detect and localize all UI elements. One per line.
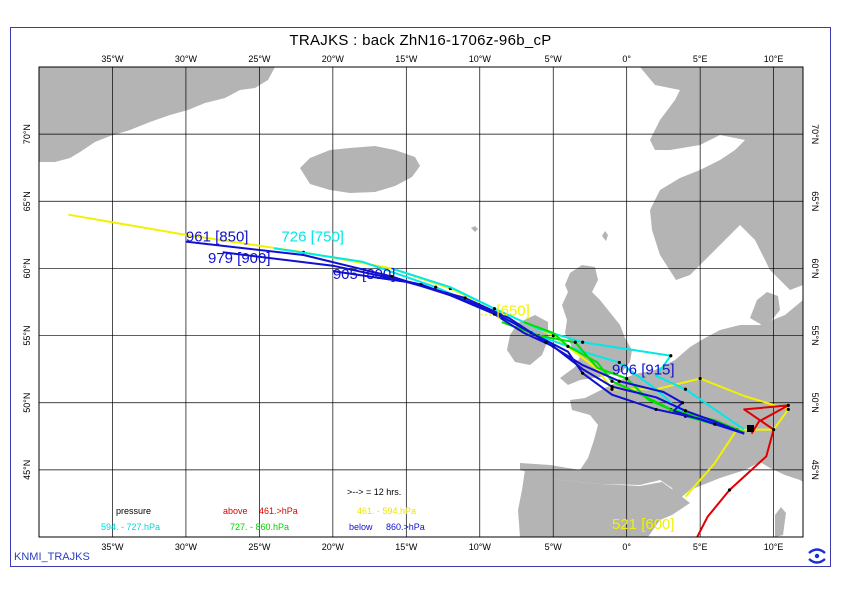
- axis-tick-labels: 35°W 35°W 30°W 30°W 25°W 25°W 20°W 20°W 15°W 15°W…: [22, 54, 820, 552]
- lon-tick-label-bottom: 15°W: [395, 542, 418, 552]
- time-marker: [786, 407, 790, 412]
- figure-frame: [10, 27, 831, 567]
- landmass-shetland: [602, 231, 608, 241]
- landmass-scandinavia: [640, 67, 803, 290]
- lon-tick-label-top: 15°W: [395, 54, 418, 64]
- time-marker: [617, 360, 621, 365]
- lon-tick-label-bottom: 25°W: [248, 542, 271, 552]
- lon-tick-label-bottom: 35°W: [101, 542, 124, 552]
- time-marker: [566, 344, 570, 348]
- lat-tick-label-left: 65°N: [22, 191, 32, 211]
- legend-yellow-range: 461. - 594.hPa: [357, 506, 416, 516]
- trajectory-path: [332, 270, 745, 435]
- lon-tick-label-bottom: 0°: [622, 542, 631, 552]
- time-marker: [610, 385, 614, 389]
- lon-tick-label-bottom: 10°E: [764, 542, 784, 552]
- lon-tick-label-top: 30°W: [175, 54, 198, 64]
- footer-label: KNMI_TRAJKS: [14, 551, 90, 563]
- time-marker: [683, 409, 688, 413]
- lat-tick-label-right: 45°N: [810, 460, 820, 480]
- time-marker: [669, 354, 673, 358]
- lat-tick-label-right: 55°N: [810, 326, 820, 346]
- time-marker: [625, 376, 629, 381]
- trajectory-label: 726 [750]: [281, 229, 344, 246]
- time-marker: [610, 379, 614, 383]
- time-marker: [772, 427, 776, 432]
- trajectory-label: ... [650]: [480, 302, 530, 319]
- trajectory-end-marker: [747, 425, 754, 432]
- trajectory-path: [273, 247, 745, 434]
- trajectory-label: 521 [600]: [612, 516, 675, 533]
- time-marker: [727, 488, 732, 492]
- figure-title: TRAJKS : back ZhN16-1706z-96b_cP: [289, 32, 552, 49]
- legend-cyan-range: 594. - 727.hPa: [101, 522, 160, 532]
- time-marker: [573, 340, 577, 344]
- time-marker: [617, 379, 621, 383]
- land-layer: [39, 67, 803, 537]
- legend: >--> = 12 hrs. pressure above 461.>hPa 4…: [101, 487, 425, 532]
- lon-tick-label-top: 20°W: [322, 54, 345, 64]
- landmass-faroe: [471, 226, 478, 232]
- trajectory-path: [391, 267, 745, 431]
- lon-tick-label-bottom: 5°E: [693, 542, 708, 552]
- lon-tick-label-bottom: 30°W: [175, 542, 198, 552]
- time-marker: [581, 371, 585, 375]
- lat-tick-label-right: 65°N: [810, 191, 820, 211]
- landmass-great-britain: [560, 265, 632, 385]
- lat-tick-label-right: 60°N: [810, 258, 820, 278]
- legend-below: below: [349, 522, 373, 532]
- landmass-iceland: [300, 146, 420, 193]
- lat-tick-label-left: 60°N: [22, 258, 32, 278]
- legend-above: above: [223, 506, 248, 516]
- trajectory-labels: 961 [850] 726 [750] 979 [900] 905 [800] ... …: [186, 229, 675, 533]
- lon-tick-label-top: 5°W: [545, 54, 563, 64]
- lon-tick-label-top: 10°W: [469, 54, 492, 64]
- time-marker: [654, 407, 658, 412]
- time-marker: [698, 376, 702, 381]
- landmass-greenland: [39, 67, 275, 162]
- map-border: [38, 66, 804, 538]
- lon-tick-label-top: 0°: [622, 54, 631, 64]
- trajectory-path: [222, 251, 745, 435]
- trajectory-label: 905 [800]: [333, 266, 396, 283]
- legend-green-range: 727. - 860.hPa: [230, 522, 289, 532]
- lon-tick-label-bottom: 10°W: [469, 542, 492, 552]
- time-marker: [581, 340, 585, 344]
- trajectory-label: 906 [915]: [612, 362, 675, 379]
- time-marker: [680, 401, 685, 405]
- time-marker: [786, 403, 790, 407]
- trajectories: [68, 213, 790, 537]
- legend-arrow-note: >--> = 12 hrs.: [347, 487, 401, 497]
- lon-tick-label-top: 35°W: [101, 54, 124, 64]
- lon-tick-label-top: 5°E: [693, 54, 708, 64]
- time-marker: [713, 422, 717, 426]
- lat-tick-label-left: 70°N: [22, 124, 32, 144]
- lat-tick-label-left: 45°N: [22, 460, 32, 480]
- trajectory-label: 979 [900]: [208, 250, 271, 267]
- graticule: [39, 67, 803, 537]
- legend-below-range: 860.>hPa: [386, 522, 425, 532]
- landmass-corsica: [775, 507, 786, 537]
- lon-tick-label-top: 10°E: [764, 54, 784, 64]
- legend-pressure: pressure: [116, 506, 151, 516]
- lon-tick-label-bottom: 20°W: [322, 542, 345, 552]
- landmass-denmark: [750, 292, 780, 325]
- lat-tick-label-right: 50°N: [810, 393, 820, 413]
- time-marker: [610, 387, 614, 391]
- time-marker: [492, 307, 497, 311]
- lat-tick-label-left: 55°N: [22, 326, 32, 346]
- trajectory-label: 961 [850]: [186, 229, 249, 246]
- time-marker: [683, 387, 688, 391]
- landmass-iberia: [518, 470, 690, 537]
- time-marker: [463, 296, 467, 300]
- ecmwf-logo-icon: [808, 548, 826, 564]
- lat-tick-label-left: 50°N: [22, 393, 32, 413]
- time-marker: [544, 340, 548, 344]
- legend-above-range: 461.>hPa: [259, 506, 298, 516]
- lon-tick-label-bottom: 5°W: [545, 542, 563, 552]
- lat-tick-label-right: 70°N: [810, 124, 820, 144]
- time-marker: [434, 285, 438, 289]
- lon-tick-label-top: 25°W: [248, 54, 271, 64]
